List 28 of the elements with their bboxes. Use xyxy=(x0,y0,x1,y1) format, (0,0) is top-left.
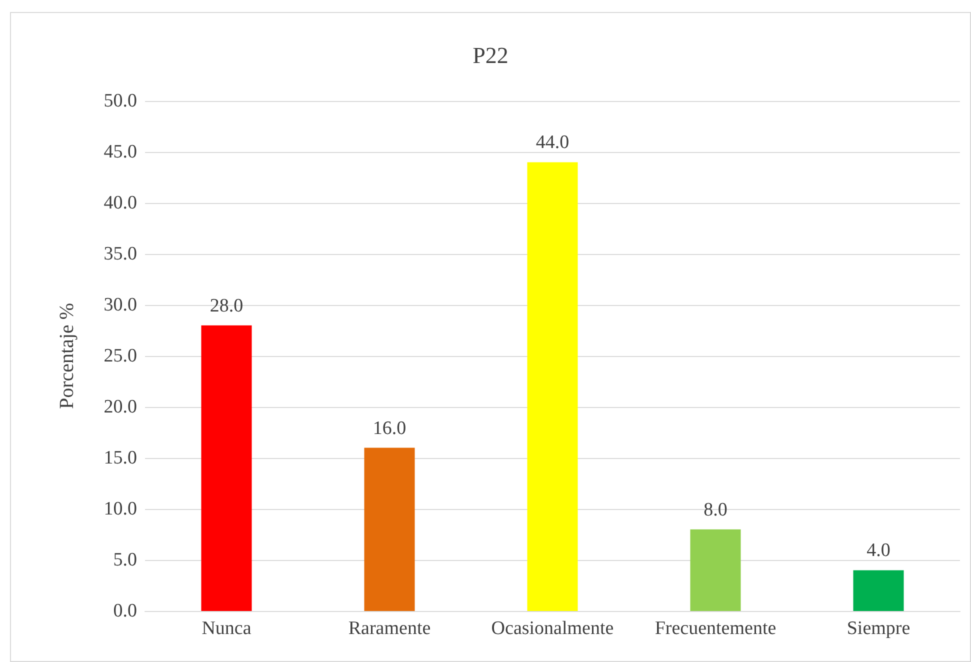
y-tick-label: 35.0 xyxy=(104,244,137,264)
data-label: 4.0 xyxy=(866,540,890,562)
y-tick-label: 0.0 xyxy=(113,600,137,622)
data-label: 8.0 xyxy=(704,499,728,520)
data-label: 16.0 xyxy=(372,418,406,439)
data-label: 44.0 xyxy=(536,132,570,154)
y-tick-label: 25.0 xyxy=(104,346,137,366)
x-tick-label: Raramente xyxy=(348,618,431,639)
y-tick-label: 15.0 xyxy=(104,448,137,468)
bar xyxy=(364,448,415,611)
bar xyxy=(853,570,904,611)
y-tick-label: 40.0 xyxy=(104,192,137,214)
x-tick-label: Siempre xyxy=(846,618,910,639)
bar xyxy=(690,529,741,611)
y-axis-title: Porcentaje % xyxy=(56,302,78,410)
y-tick-label: 50.0 xyxy=(104,90,137,112)
data-label: 28.0 xyxy=(210,295,244,316)
x-tick-label: Nunca xyxy=(202,618,252,639)
y-tick-label: 10.0 xyxy=(104,498,137,520)
y-tick-label: 20.0 xyxy=(104,396,137,418)
chart-title: P22 xyxy=(472,43,508,68)
x-tick-label: Ocasionalmente xyxy=(491,618,614,639)
x-tick-label: Frecuentemente xyxy=(654,618,776,639)
y-tick-label: 30.0 xyxy=(104,294,137,316)
y-tick-label: 45.0 xyxy=(104,142,137,162)
bar xyxy=(527,162,578,611)
y-tick-label: 5.0 xyxy=(113,550,137,570)
bar xyxy=(201,325,252,611)
